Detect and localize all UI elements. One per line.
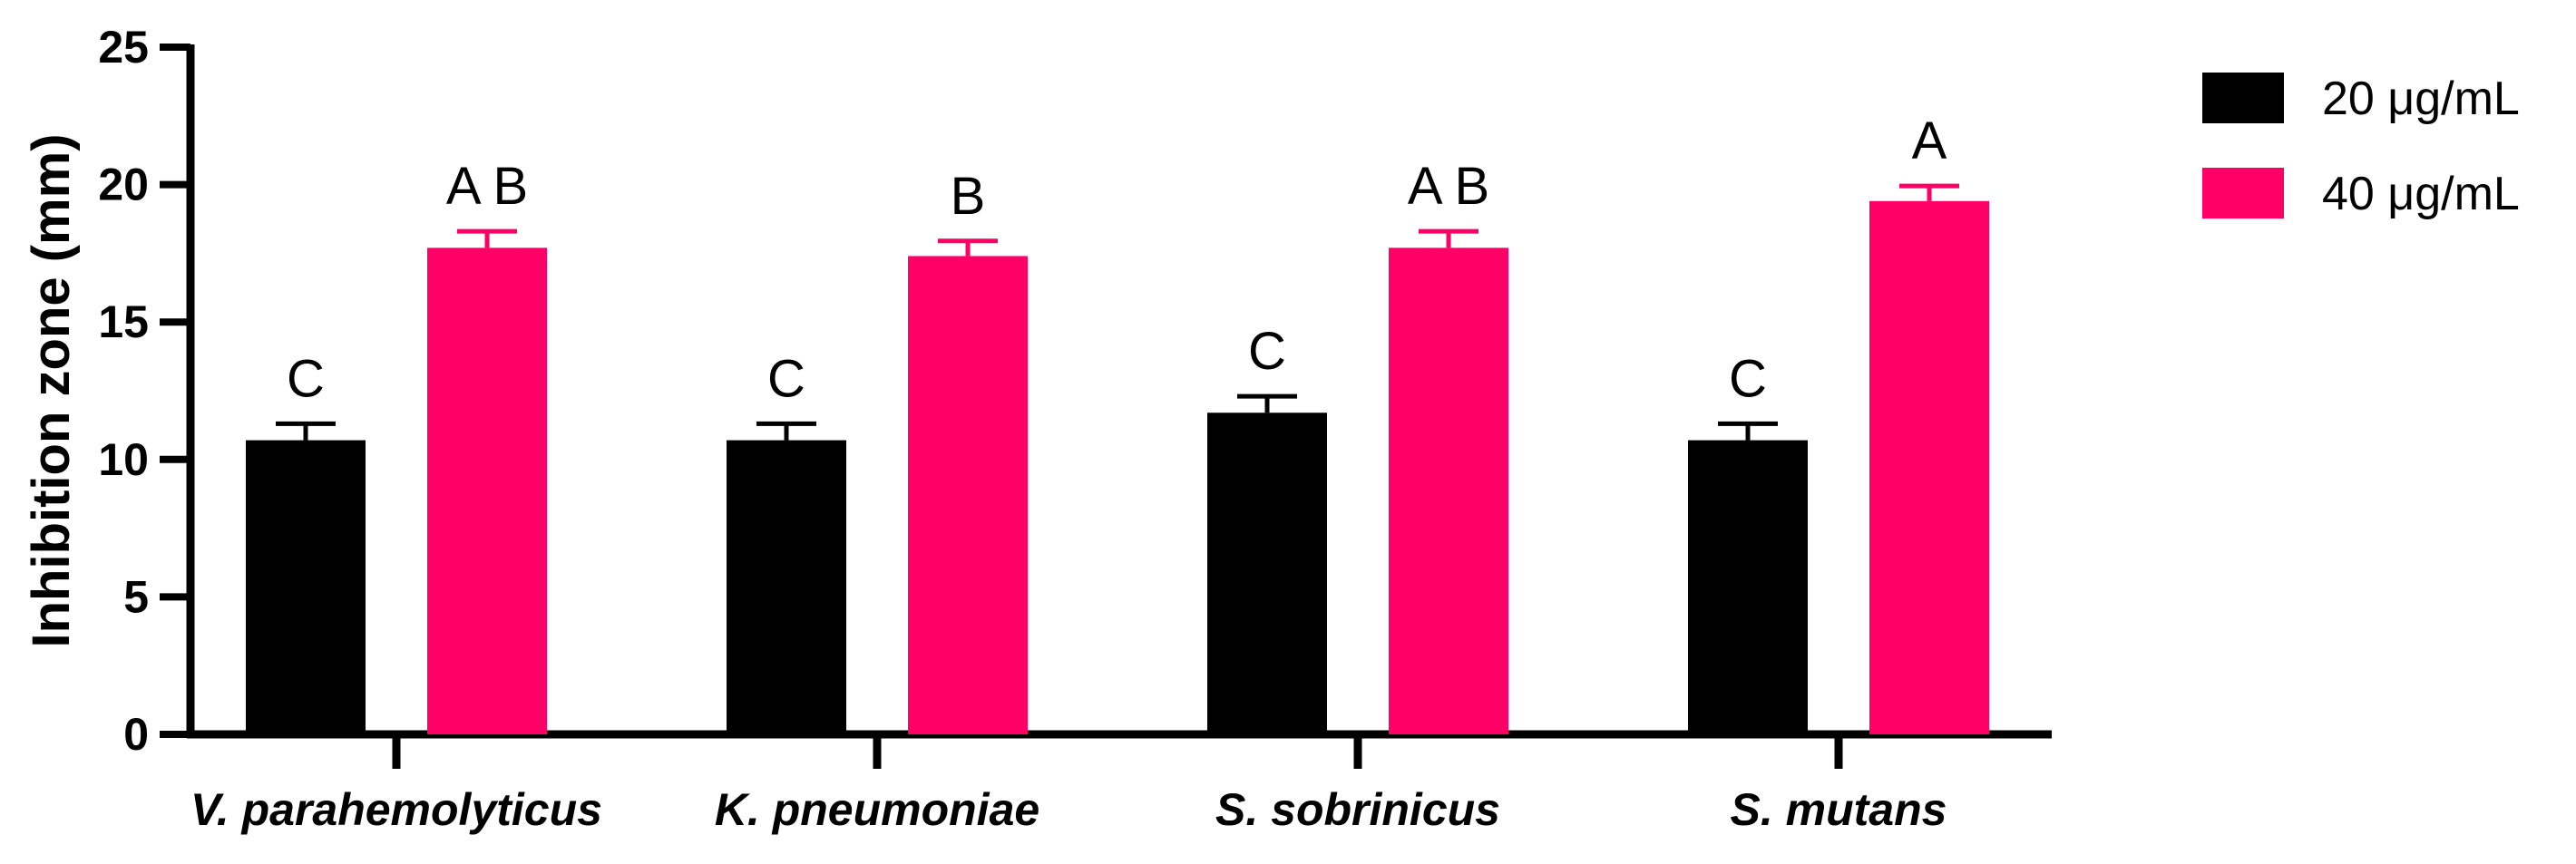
bar bbox=[246, 440, 366, 734]
significance-label: C bbox=[767, 349, 805, 408]
x-tick-label: K. pneumoniae bbox=[715, 784, 1039, 835]
x-tick-label: V. parahemolyticus bbox=[190, 784, 602, 835]
y-tick-label: 10 bbox=[98, 434, 149, 485]
legend-swatch bbox=[2202, 168, 2284, 218]
y-tick-label: 0 bbox=[123, 709, 149, 760]
significance-label: A B bbox=[446, 157, 528, 216]
bar bbox=[908, 256, 1028, 734]
legend-label: 40 μg/mL bbox=[2322, 168, 2520, 220]
y-axis-label: Inhibition zone (mm) bbox=[22, 133, 81, 647]
legend-swatch bbox=[2202, 73, 2284, 123]
legend: 20 μg/mL 40 μg/mL bbox=[2202, 73, 2520, 220]
x-tick-label: S. mutans bbox=[1731, 784, 1947, 835]
bars: C A B C B C A B C A bbox=[246, 112, 1989, 735]
y-tick-label: 20 bbox=[98, 160, 149, 210]
significance-label: B bbox=[951, 167, 986, 226]
bar bbox=[1207, 413, 1327, 734]
y-tick-label: 5 bbox=[123, 571, 149, 622]
significance-label: C bbox=[287, 349, 325, 408]
legend-label: 20 μg/mL bbox=[2322, 73, 2520, 125]
bar bbox=[1688, 440, 1808, 734]
significance-label: A B bbox=[1408, 157, 1489, 216]
significance-label: C bbox=[1248, 322, 1286, 381]
significance-label: A bbox=[1912, 112, 1947, 170]
y-tick-label: 25 bbox=[98, 22, 149, 73]
bar bbox=[727, 440, 846, 734]
bar bbox=[1389, 248, 1508, 734]
significance-label: C bbox=[1729, 349, 1767, 408]
bar bbox=[427, 248, 547, 734]
y-tick-label: 15 bbox=[98, 296, 149, 347]
x-tick-label: S. sobrinicus bbox=[1215, 784, 1500, 835]
bar bbox=[1869, 200, 1989, 735]
